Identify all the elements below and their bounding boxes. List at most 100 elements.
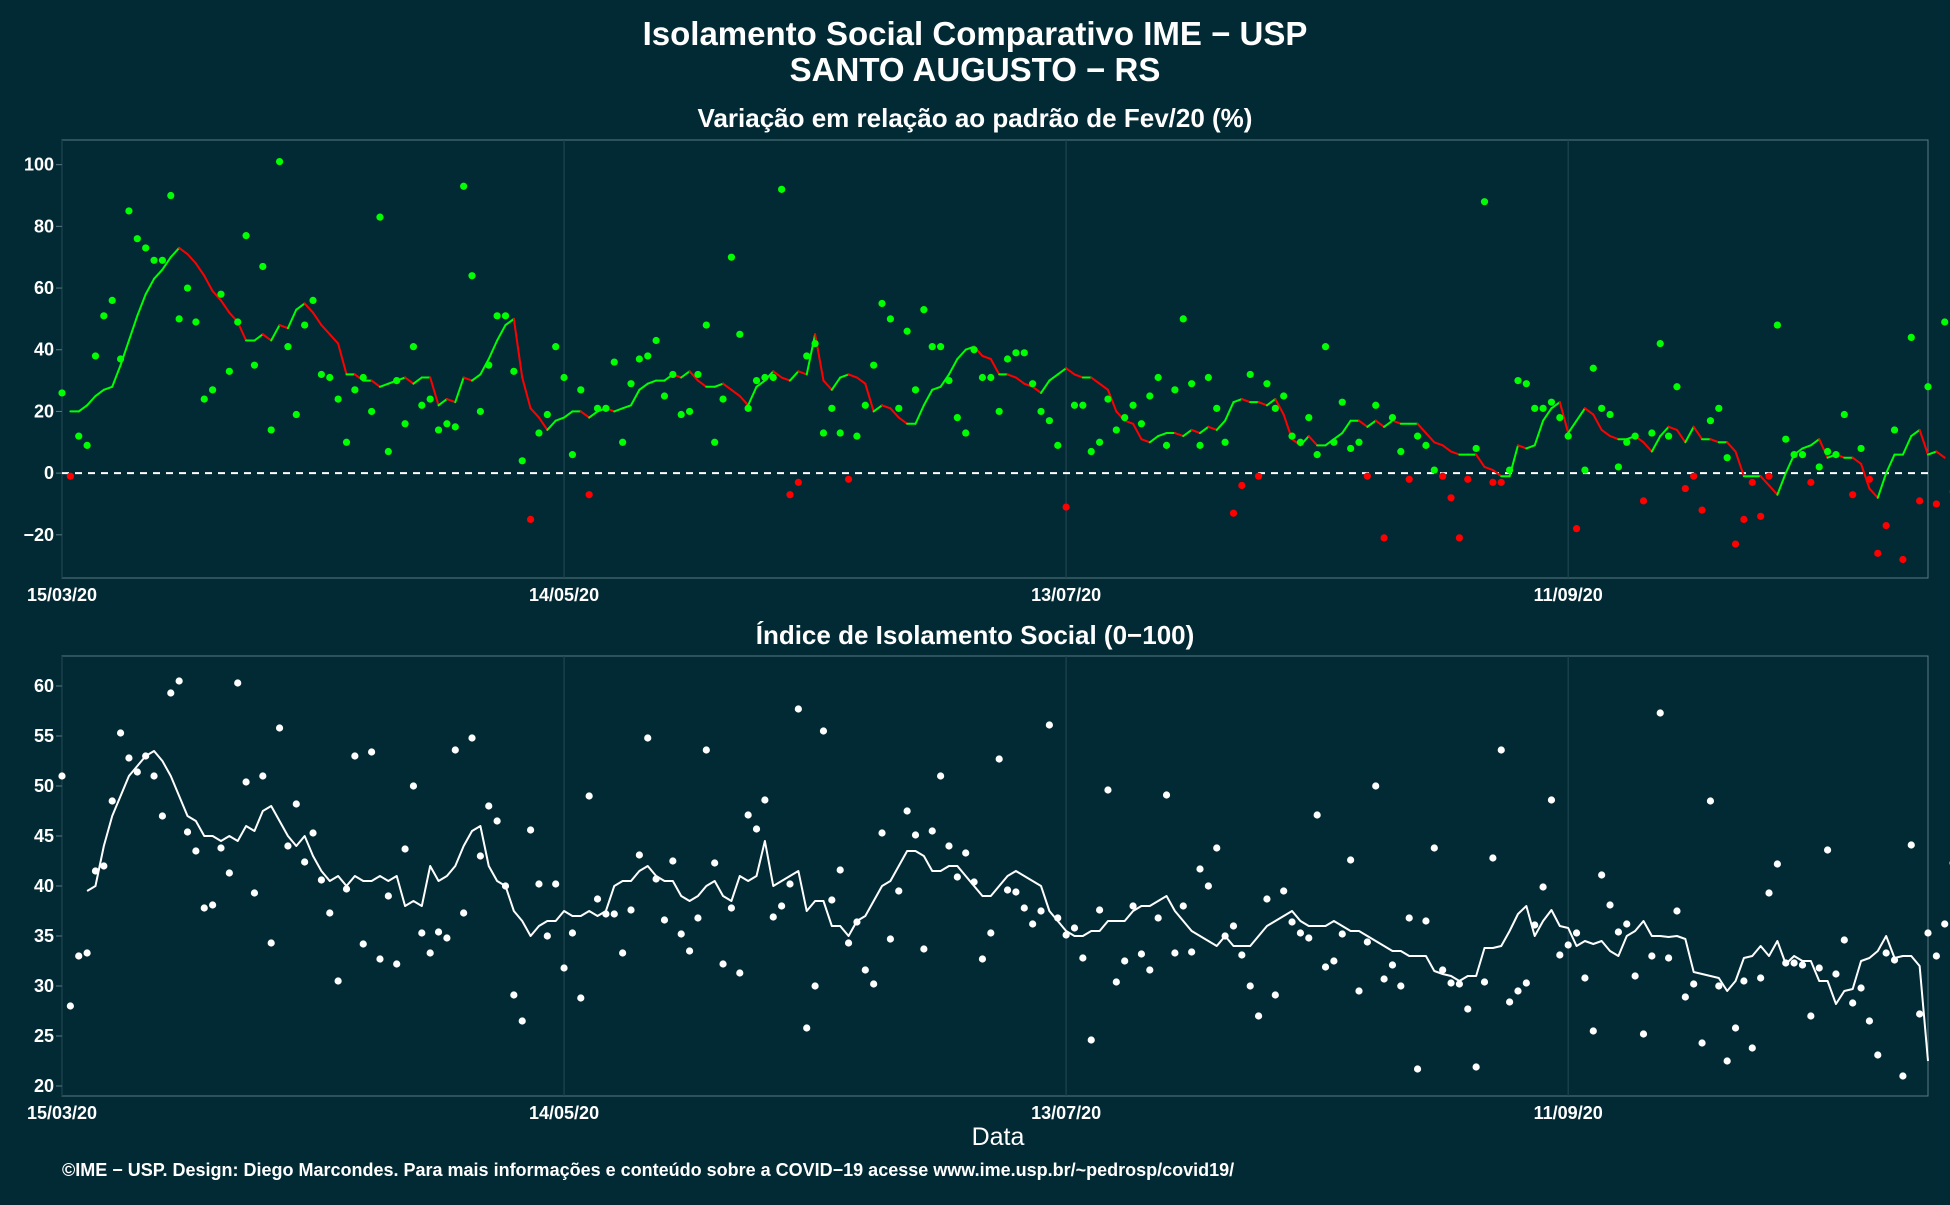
variation-moving-average-segment bbox=[305, 303, 313, 312]
variation-moving-average-segment bbox=[1183, 430, 1191, 436]
index-data-point bbox=[1924, 929, 1931, 936]
variation-data-point bbox=[1924, 383, 1931, 390]
variation-moving-average-segment bbox=[949, 359, 957, 374]
variation-data-point bbox=[1113, 426, 1120, 433]
variation-moving-average-segment bbox=[715, 384, 723, 387]
variation-moving-average-segment bbox=[916, 405, 924, 424]
index-data-point bbox=[745, 811, 752, 818]
variation-data-point bbox=[544, 411, 551, 418]
variation-data-point bbox=[1573, 525, 1580, 532]
index-data-point bbox=[1891, 956, 1898, 963]
index-data-point bbox=[820, 727, 827, 734]
index-data-point bbox=[1874, 1051, 1881, 1058]
variation-data-point bbox=[845, 476, 852, 483]
variation-data-point bbox=[1765, 473, 1772, 480]
variation-data-point bbox=[1749, 479, 1756, 486]
variation-moving-average-segment bbox=[321, 325, 329, 334]
index-data-point bbox=[309, 829, 316, 836]
index-data-point bbox=[1657, 709, 1664, 716]
variation-data-point bbox=[1807, 479, 1814, 486]
variation-moving-average-segment bbox=[1074, 374, 1082, 377]
index-data-point bbox=[1347, 856, 1354, 863]
isolation-index-panel: Índice de Isolamento Social (0−100) Data… bbox=[27, 620, 1950, 1151]
variation-y-tick-label: 20 bbox=[34, 401, 54, 421]
variation-data-point bbox=[1724, 454, 1731, 461]
index-data-point bbox=[703, 746, 710, 753]
index-data-point bbox=[58, 772, 65, 779]
variation-data-point bbox=[1673, 383, 1680, 390]
variation-moving-average-segment bbox=[1125, 421, 1133, 424]
index-y-tick-label: 45 bbox=[34, 826, 54, 846]
index-data-point bbox=[627, 906, 634, 913]
variation-moving-average-segment bbox=[455, 378, 463, 403]
variation-moving-average-segment bbox=[1367, 421, 1375, 427]
variation-data-point bbox=[519, 457, 526, 464]
variation-data-point bbox=[1213, 405, 1220, 412]
index-data-point bbox=[803, 1024, 810, 1031]
variation-moving-average-segment bbox=[1309, 436, 1317, 445]
variation-data-point bbox=[410, 343, 417, 350]
index-data-point bbox=[1556, 951, 1563, 958]
variation-data-point bbox=[1339, 399, 1346, 406]
variation-data-point bbox=[1590, 365, 1597, 372]
variation-data-point bbox=[1029, 380, 1036, 387]
variation-moving-average-segment bbox=[723, 384, 731, 390]
variation-moving-average-segment bbox=[1727, 442, 1735, 451]
index-data-point bbox=[586, 792, 593, 799]
variation-data-point bbox=[1623, 439, 1630, 446]
index-data-point bbox=[1598, 871, 1605, 878]
variation-data-point bbox=[259, 263, 266, 270]
index-data-point bbox=[1129, 902, 1136, 909]
variation-data-point bbox=[611, 358, 618, 365]
index-data-point bbox=[1397, 982, 1404, 989]
variation-data-point bbox=[1791, 451, 1798, 458]
index-data-point bbox=[1163, 791, 1170, 798]
index-data-point bbox=[1707, 797, 1714, 804]
variation-moving-average-segment bbox=[154, 270, 162, 279]
index-data-point bbox=[1447, 979, 1454, 986]
variation-moving-average-segment bbox=[1392, 421, 1400, 424]
index-data-point bbox=[569, 929, 576, 936]
index-y-tick-label: 60 bbox=[34, 676, 54, 696]
index-data-point bbox=[1247, 982, 1254, 989]
variation-data-point bbox=[1171, 386, 1178, 393]
variation-moving-average-segment bbox=[1242, 399, 1250, 402]
variation-moving-average-segment bbox=[581, 411, 589, 417]
index-data-point bbox=[293, 800, 300, 807]
variation-moving-average-segment bbox=[280, 325, 288, 328]
variation-data-point bbox=[1916, 497, 1923, 504]
variation-data-point bbox=[159, 257, 166, 264]
variation-moving-average-segment bbox=[1342, 421, 1350, 433]
variation-x-tick-label: 15/03/20 bbox=[27, 585, 97, 605]
index-data-point bbox=[904, 807, 911, 814]
index-data-point bbox=[301, 858, 308, 865]
variation-moving-average-segment bbox=[104, 387, 112, 390]
index-data-point bbox=[1431, 844, 1438, 851]
variation-data-point bbox=[435, 426, 442, 433]
variation-moving-average-segment bbox=[1853, 458, 1861, 464]
variation-data-point bbox=[644, 352, 651, 359]
index-data-point bbox=[1280, 887, 1287, 894]
index-data-point bbox=[929, 827, 936, 834]
index-data-point bbox=[1565, 941, 1572, 948]
variation-moving-average-segment bbox=[372, 381, 380, 387]
variation-data-point bbox=[343, 439, 350, 446]
index-data-point bbox=[1414, 1065, 1421, 1072]
index-data-point bbox=[1765, 889, 1772, 896]
index-data-point bbox=[318, 876, 325, 883]
variation-data-point bbox=[1523, 380, 1530, 387]
variation-moving-average-segment bbox=[1593, 415, 1601, 430]
variation-moving-average-segment bbox=[112, 365, 120, 387]
variation-moving-average-segment bbox=[1903, 436, 1911, 455]
index-data-point bbox=[1473, 1063, 1480, 1070]
variation-data-point bbox=[1883, 522, 1890, 529]
variation-data-point bbox=[1163, 442, 1170, 449]
variation-moving-average-segment bbox=[330, 334, 338, 343]
variation-data-point bbox=[1063, 503, 1070, 510]
index-data-point bbox=[544, 932, 551, 939]
variation-data-point bbox=[619, 439, 626, 446]
variation-moving-average-segment bbox=[1041, 381, 1049, 393]
variation-moving-average-segment bbox=[1192, 430, 1200, 433]
variation-data-point bbox=[301, 321, 308, 328]
index-plot-frame bbox=[62, 656, 1928, 1096]
